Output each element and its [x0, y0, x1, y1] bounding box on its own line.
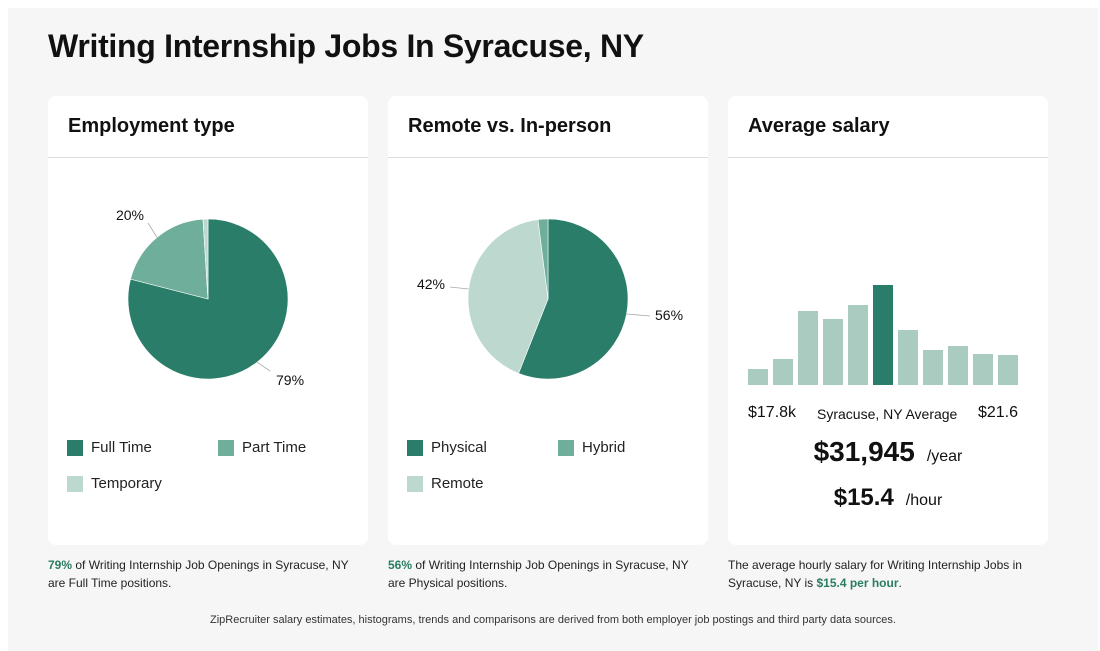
- histogram-bar: [748, 369, 768, 385]
- salary-hourly: $15.4 /hour: [728, 484, 1048, 512]
- salary-range-max: $21.6: [977, 404, 1018, 421]
- legend-swatch-remote: [407, 475, 423, 492]
- legend-item-physical: Physical: [407, 439, 487, 456]
- salary-caption-highlight: $15.4 per hour: [816, 576, 899, 590]
- pie-label-physical: 56%: [655, 307, 683, 323]
- remote-caption: 56% of Writing Internship Job Openings i…: [388, 556, 708, 592]
- salary-yearly-unit: /year: [926, 448, 963, 465]
- pie-label-part-time: 20%: [116, 207, 144, 223]
- employment-caption-text: of Writing Internship Job Openings in Sy…: [48, 558, 349, 590]
- legend-item-hybrid: Hybrid: [558, 439, 625, 456]
- legend-swatch-part-time: [218, 439, 234, 456]
- legend-label-physical: Physical: [431, 439, 487, 456]
- page-title: Writing Internship Jobs In Syracuse, NY: [48, 28, 644, 64]
- pie-leader-physical: [626, 313, 651, 317]
- salary-hourly-amount: $15.4: [833, 484, 894, 511]
- legend-swatch-temporary: [67, 475, 83, 492]
- histogram-bar: [948, 346, 968, 385]
- footer-disclaimer: ZipRecruiter salary estimates, histogram…: [210, 614, 896, 626]
- pie-slice-part-time: [130, 218, 209, 300]
- salary-caption-text: The average hourly salary for Writing In…: [728, 558, 1022, 590]
- histogram-bar: [848, 305, 868, 385]
- remote-vs-inperson-title: Remote vs. In-person: [388, 96, 708, 158]
- legend-swatch-full-time: [67, 439, 83, 456]
- remote-vs-inperson-pie-chart: 56% 42%: [417, 218, 683, 380]
- employment-caption-highlight: 79%: [48, 558, 73, 572]
- histogram-bar: [923, 350, 943, 385]
- legend-swatch-physical: [407, 439, 423, 456]
- salary-yearly: $31,945 /year: [728, 436, 1048, 468]
- pie-slice-temporary: [202, 218, 209, 300]
- average-salary-card: Average salary $17.8k Syracuse, NY Avera…: [728, 96, 1048, 545]
- legend-label-hybrid: Hybrid: [582, 439, 626, 456]
- histogram-bar: [973, 354, 993, 385]
- pie-leader-full-time: [256, 361, 271, 372]
- remote-caption-text: of Writing Internship Job Openings in Sy…: [388, 558, 689, 590]
- salary-range-average-label: Syracuse, NY Average: [817, 406, 958, 422]
- average-salary-title: Average salary: [728, 96, 1048, 158]
- histogram-bar: [998, 355, 1018, 385]
- salary-hourly-unit: /hour: [905, 492, 943, 509]
- histogram-bar: [823, 319, 843, 385]
- legend-item-part-time: Part Time: [218, 439, 306, 456]
- salary-yearly-amount: $31,945: [813, 436, 915, 467]
- employment-type-caption: 79% of Writing Internship Job Openings i…: [48, 556, 368, 592]
- legend-item-full-time: Full Time: [67, 439, 152, 456]
- pie-leader-part-time: [147, 222, 158, 238]
- histogram-bar: [773, 359, 793, 385]
- legend-item-remote: Remote: [407, 475, 484, 492]
- histogram-bar: [898, 330, 918, 385]
- remote-caption-highlight: 56%: [388, 558, 413, 572]
- salary-range-min: $17.8k: [748, 404, 797, 421]
- legend-item-temporary: Temporary: [67, 475, 162, 492]
- employment-type-pie-chart: 79% 20%: [116, 207, 304, 388]
- salary-caption: The average hourly salary for Writing In…: [728, 556, 1038, 592]
- legend-swatch-hybrid: [558, 439, 574, 456]
- pie-slice-remote: [467, 219, 549, 374]
- pie-label-remote: 42%: [417, 276, 445, 292]
- legend-label-full-time: Full Time: [91, 439, 152, 456]
- salary-histogram: [748, 285, 1018, 385]
- legend-label-remote: Remote: [431, 475, 484, 492]
- legend-label-part-time: Part Time: [242, 439, 307, 456]
- employment-type-card: Employment type 79% 20% Full Time Part Ti…: [48, 96, 368, 545]
- employment-type-title: Employment type: [48, 96, 368, 158]
- pie-leader-remote: [449, 286, 469, 290]
- pie-label-full-time: 79%: [276, 372, 304, 388]
- salary-range: $17.8k Syracuse, NY Average $21.6: [748, 404, 1028, 424]
- pie-slice-hybrid: [537, 218, 549, 300]
- histogram-bar: [798, 311, 818, 385]
- remote-vs-inperson-card: Remote vs. In-person 56% 42% Physical Hyb…: [388, 96, 708, 545]
- histogram-bar-average: [873, 285, 893, 385]
- salary-caption-end: .: [898, 576, 902, 590]
- legend-label-temporary: Temporary: [91, 475, 162, 492]
